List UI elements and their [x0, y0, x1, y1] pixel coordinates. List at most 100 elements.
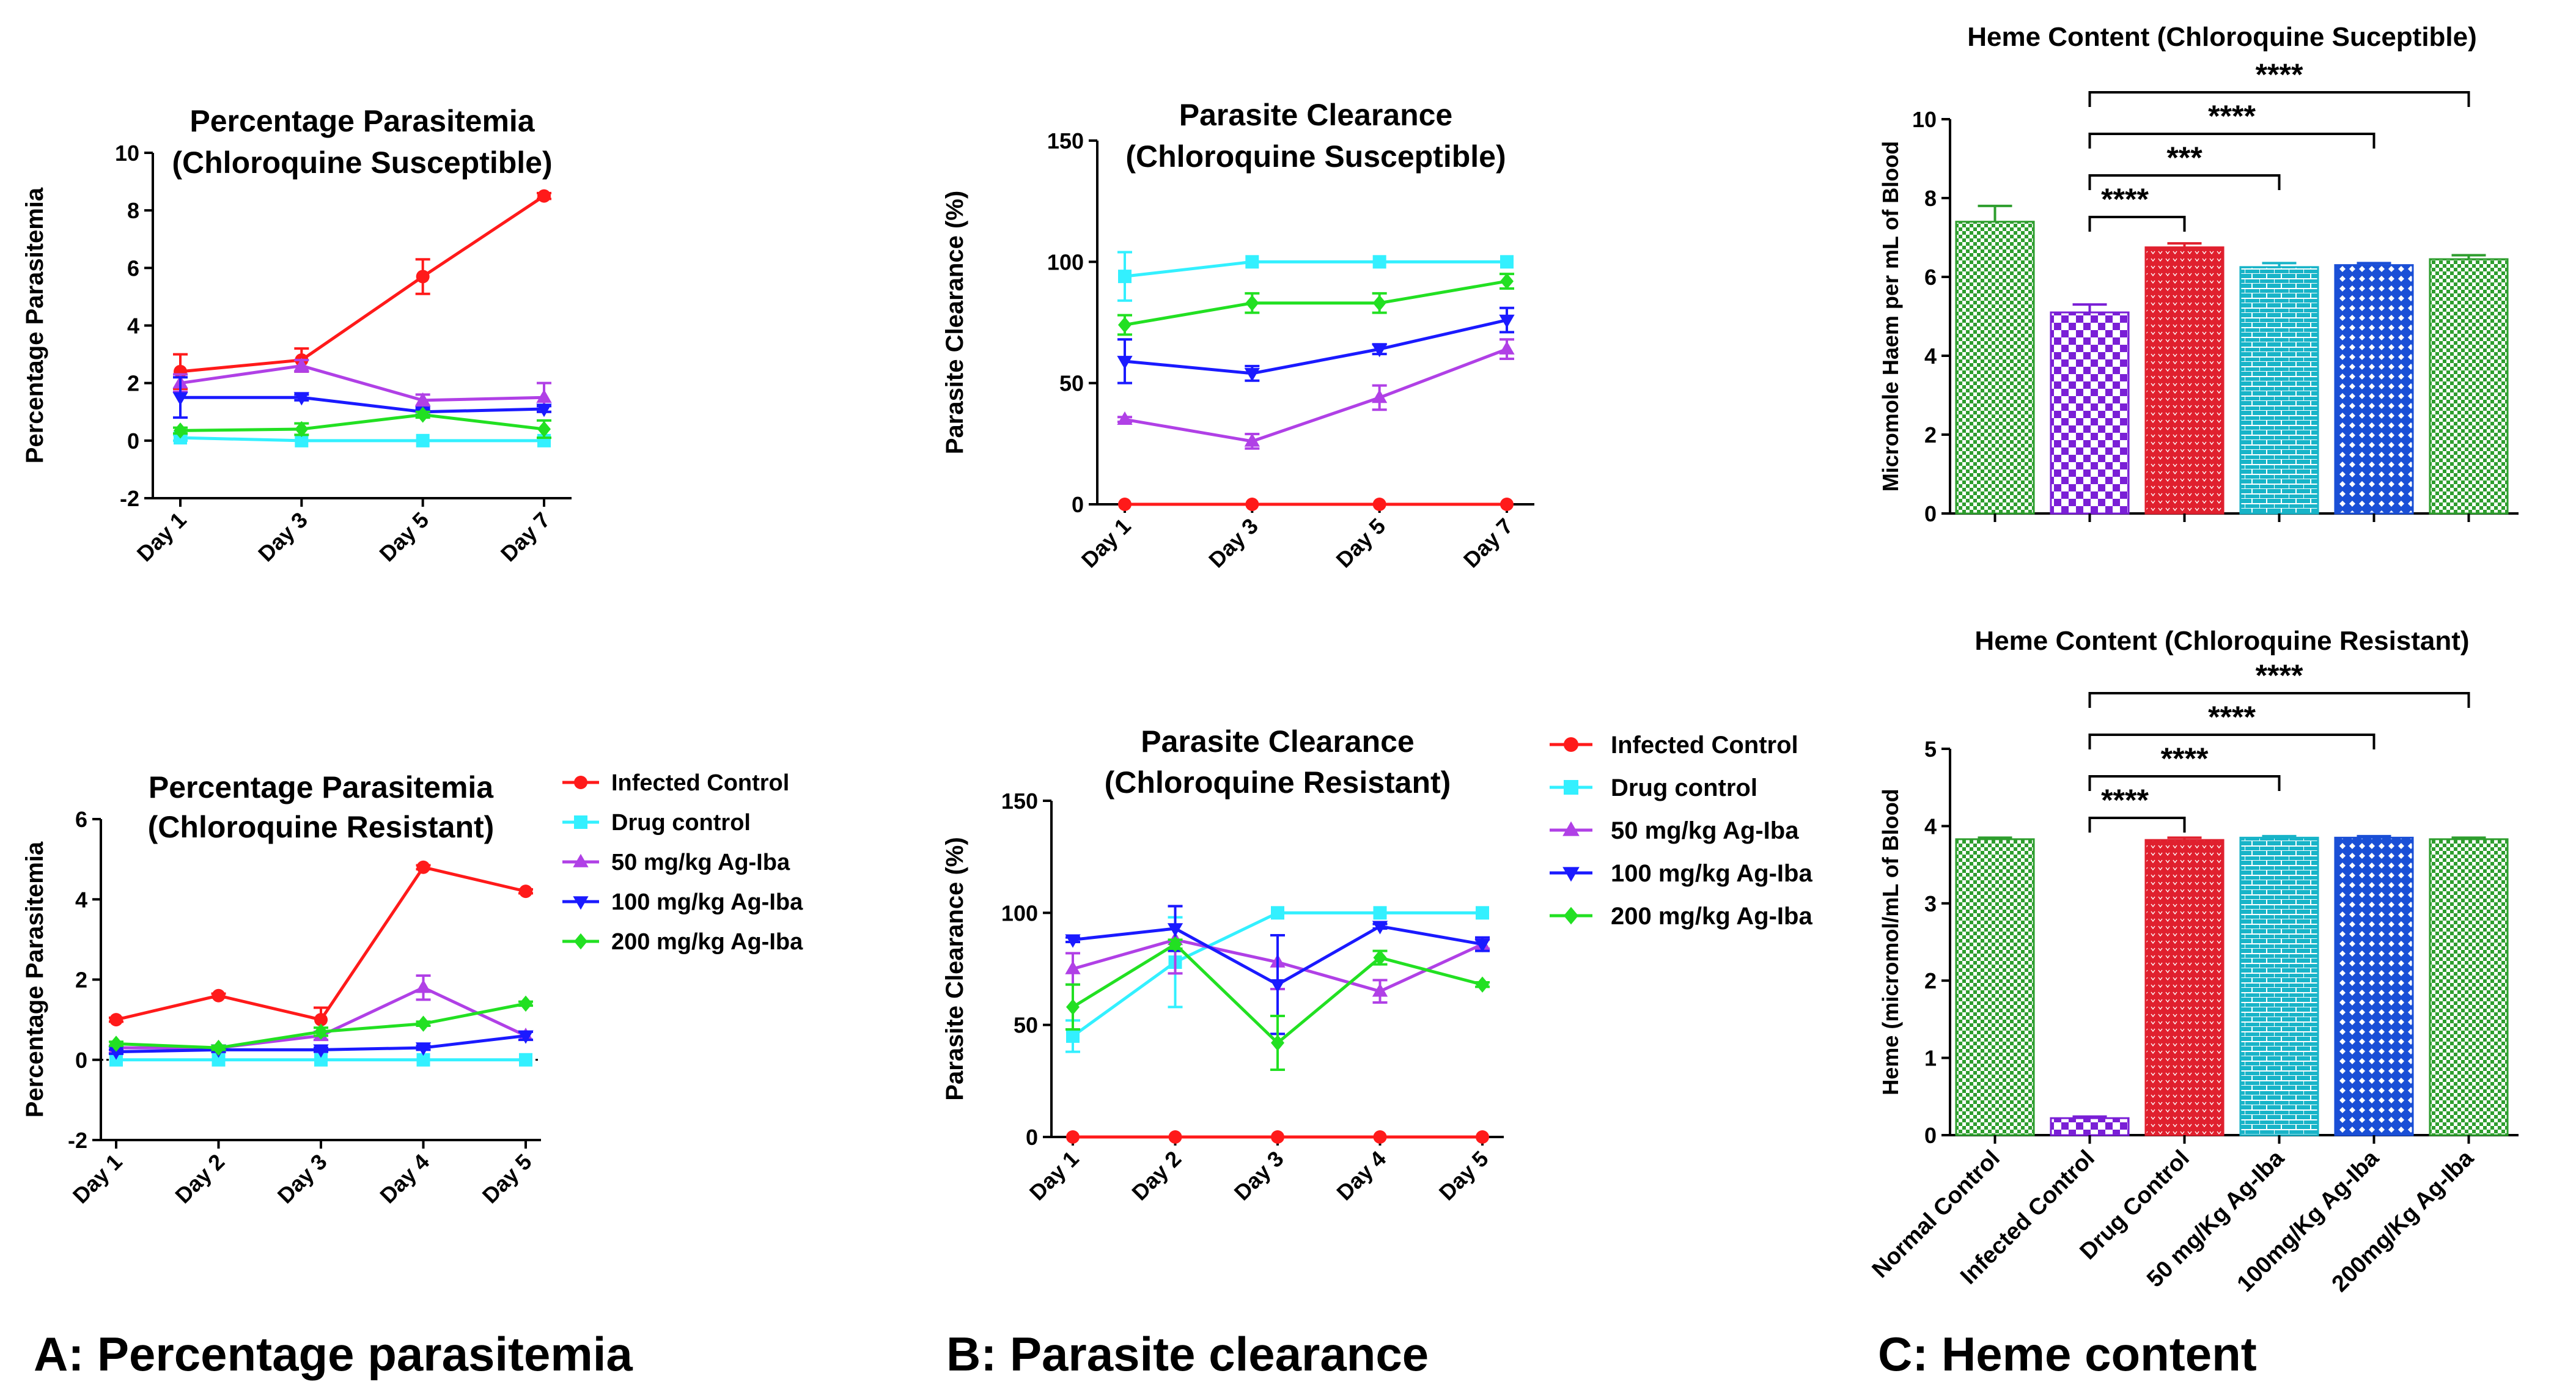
data-point — [1500, 255, 1514, 269]
data-point — [1474, 938, 1490, 952]
legend-label: 200 mg/kg Ag-Iba — [1611, 903, 1812, 930]
legend-item: 200 mg/kg Ag-Iba — [1550, 903, 1812, 930]
data-point — [1065, 960, 1081, 974]
y-tick-label: 10 — [115, 141, 139, 166]
legend-item: 50 mg/kg Ag-Iba — [1550, 817, 1799, 844]
data-point — [1168, 1130, 1182, 1144]
chart-a2: Percentage Parasitemia (Chloroquine Resis… — [21, 770, 541, 1209]
y-tick-label: 4 — [75, 887, 87, 912]
error-bar — [2072, 303, 2107, 313]
series-drug-control — [173, 431, 551, 447]
data-point — [1168, 936, 1182, 952]
data-point — [415, 979, 432, 993]
data-point — [416, 407, 430, 423]
legend-label: 100 mg/kg Ag-Iba — [611, 889, 803, 915]
series-infected-control — [1118, 498, 1514, 511]
series-100-mg-kg-ag-iba — [1117, 306, 1515, 384]
panel-label-a: A: Percentage parasitemia — [34, 1327, 633, 1381]
series-line — [1124, 318, 1507, 375]
data-point — [537, 189, 551, 203]
significance-bracket: **** — [2088, 700, 2375, 749]
chart-title: Parasite Clearance — [1141, 724, 1415, 759]
y-tick-label: 50 — [1059, 371, 1084, 396]
data-point — [536, 403, 552, 418]
significance-label: **** — [2208, 99, 2256, 133]
data-point — [1118, 498, 1132, 511]
y-tick-label: 0 — [1072, 492, 1084, 517]
error-bar — [2167, 836, 2202, 841]
data-point — [1117, 356, 1133, 370]
data-point — [1372, 389, 1388, 403]
data-point — [1500, 498, 1514, 511]
bar — [2239, 836, 2319, 1136]
chart-title: (Chloroquine Susceptible) — [172, 145, 552, 180]
legend-panel-a: Infected Control Drug control 50 mg/kg Ag-… — [562, 770, 803, 955]
legend-marker — [574, 815, 587, 829]
legend-marker — [573, 896, 589, 910]
legend-label: 100 mg/kg Ag-Iba — [1611, 860, 1812, 887]
y-tick-label: 1 — [1924, 1046, 1937, 1071]
legend-label: 50 mg/kg Ag-Iba — [611, 850, 790, 875]
legend-marker — [1564, 907, 1578, 925]
x-tick-label: Day 2 — [170, 1149, 229, 1209]
y-tick-label: 100 — [1047, 249, 1084, 274]
significance-bracket: **** — [2088, 57, 2470, 107]
legend-marker — [574, 933, 587, 950]
series-line — [116, 865, 526, 1021]
series-100-mg-kg-ag-iba — [172, 376, 552, 420]
legend-item: Drug control — [1550, 774, 1757, 801]
significance-label: *** — [2166, 141, 2202, 175]
significance-label: **** — [2161, 741, 2209, 776]
legend-label: Infected Control — [1611, 732, 1798, 759]
data-point — [1373, 1130, 1387, 1144]
y-tick-label: 150 — [1001, 789, 1038, 814]
data-point — [1245, 498, 1259, 511]
data-point — [1476, 976, 1489, 993]
legend-item: Infected Control — [562, 770, 789, 796]
chart-b1: Parasite Clearance (Chloroquine Susceptib… — [941, 98, 1534, 573]
y-tick-label: 5 — [1924, 737, 1937, 762]
data-point — [1066, 1130, 1080, 1144]
chart-title: Percentage Parasitemia — [149, 770, 494, 804]
significance-label: **** — [2101, 783, 2149, 817]
data-point — [1372, 295, 1386, 311]
chart-title: (Chloroquine Resistant) — [1105, 765, 1451, 800]
bar — [2429, 838, 2509, 1136]
significance-bracket: **** — [2088, 783, 2186, 833]
data-point — [519, 885, 532, 899]
data-point — [1270, 979, 1286, 993]
error-bar — [1978, 836, 2012, 839]
data-point — [1372, 498, 1386, 511]
data-point — [1118, 270, 1132, 284]
y-tick-label: 0 — [127, 429, 139, 454]
y-tick-label: 10 — [1912, 107, 1937, 132]
series-50-mg-kg-ag-iba — [1117, 338, 1515, 450]
legend-label: 50 mg/kg Ag-Iba — [1611, 817, 1799, 844]
series-200-mg-kg-ag-iba — [109, 995, 533, 1056]
error-bar — [2451, 836, 2486, 839]
x-tick-label: Day 7 — [1459, 513, 1518, 573]
data-point — [519, 995, 532, 1012]
y-tick-label: 2 — [75, 968, 87, 993]
legend-marker — [573, 853, 589, 867]
x-tick-label: Day 3 — [1229, 1146, 1289, 1205]
bar — [2050, 1117, 2130, 1136]
legend-item: 200 mg/kg Ag-Iba — [562, 929, 803, 955]
data-point — [1066, 1029, 1080, 1043]
significance-label: **** — [2256, 658, 2303, 693]
significance-bracket: **** — [2088, 99, 2375, 149]
data-point — [1476, 906, 1489, 920]
data-point — [314, 1013, 328, 1027]
data-point — [415, 392, 431, 406]
legend-marker — [574, 776, 587, 789]
chart-title: (Chloroquine Resistant) — [148, 810, 495, 844]
x-tick-label: Day 5 — [374, 507, 433, 567]
bar — [2334, 836, 2414, 1136]
panel-label-b: B: Parasite clearance — [946, 1327, 1429, 1381]
series-100-mg-kg-ag-iba — [108, 1030, 534, 1060]
significance-label: **** — [2208, 700, 2256, 734]
series-drug-control — [1117, 251, 1514, 302]
y-tick-label: 100 — [1001, 900, 1038, 925]
error-bar — [2451, 254, 2486, 259]
